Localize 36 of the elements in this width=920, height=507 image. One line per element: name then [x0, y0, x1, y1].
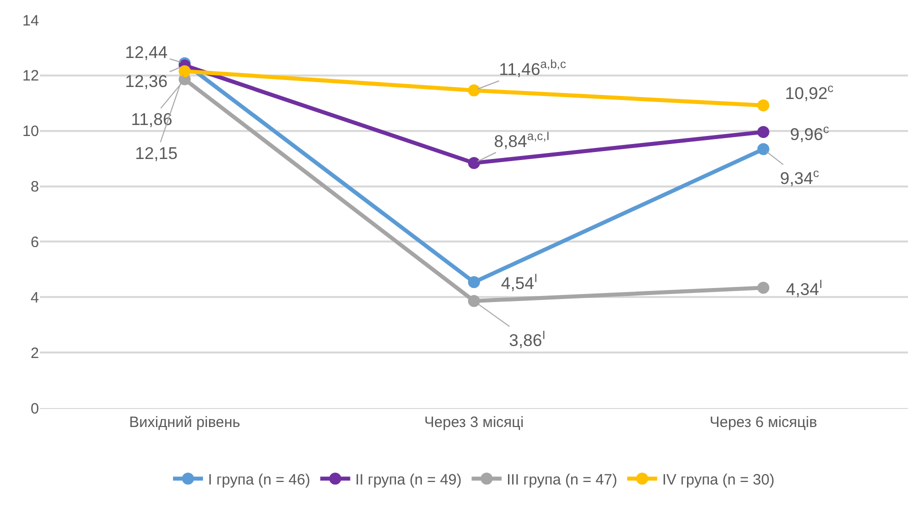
point: [468, 276, 480, 288]
data-label: 4,54$^{I}$: [501, 271, 538, 294]
point: [468, 295, 480, 308]
point: [468, 157, 480, 170]
y-tick-label: 0: [30, 400, 39, 418]
y-tick-label: 12: [22, 68, 39, 85]
data-label: 12,15: [135, 144, 178, 163]
data-label: 11,86: [131, 110, 172, 129]
y-tick-label: 8: [30, 178, 39, 196]
data-label: 12,36: [125, 72, 168, 91]
data-label: 10,92$^{c}$: [785, 81, 834, 104]
y-tick-label: 14: [22, 12, 39, 30]
legend-label: I група (n = 46): [208, 471, 310, 488]
point: [178, 65, 191, 78]
data-label: 11,46$^{a,b,c}$: [499, 57, 566, 80]
y-tick-label: 2: [30, 344, 39, 362]
data-label: 3,86$^{I}$: [509, 328, 546, 350]
point: [757, 282, 770, 294]
data-label: 9,96$^{c}$: [790, 122, 830, 144]
x-tick-label: Вихідний рівень: [129, 414, 240, 431]
legend-label: III група (n = 47): [506, 471, 618, 488]
x-tick-label: Через 6 місяців: [710, 414, 818, 431]
point: [757, 143, 770, 156]
data-label: 9,34$^{c}$: [780, 166, 820, 188]
data-label: 12,44: [125, 43, 168, 62]
y-tick-label: 6: [30, 234, 39, 251]
data-label: 8,84$^{a,c,I}$: [494, 129, 550, 152]
y-tick-label: 4: [30, 289, 39, 306]
point: [757, 126, 770, 138]
legend-label: IV група (n = 30): [662, 471, 774, 488]
data-label: 4,34$^{I}$: [786, 277, 822, 300]
point: [757, 99, 770, 112]
x-tick-label: Через 3 місяці: [424, 414, 524, 431]
y-tick-label: 10: [22, 123, 39, 140]
point: [468, 84, 480, 96]
legend-label: II група (n = 49): [355, 471, 462, 488]
